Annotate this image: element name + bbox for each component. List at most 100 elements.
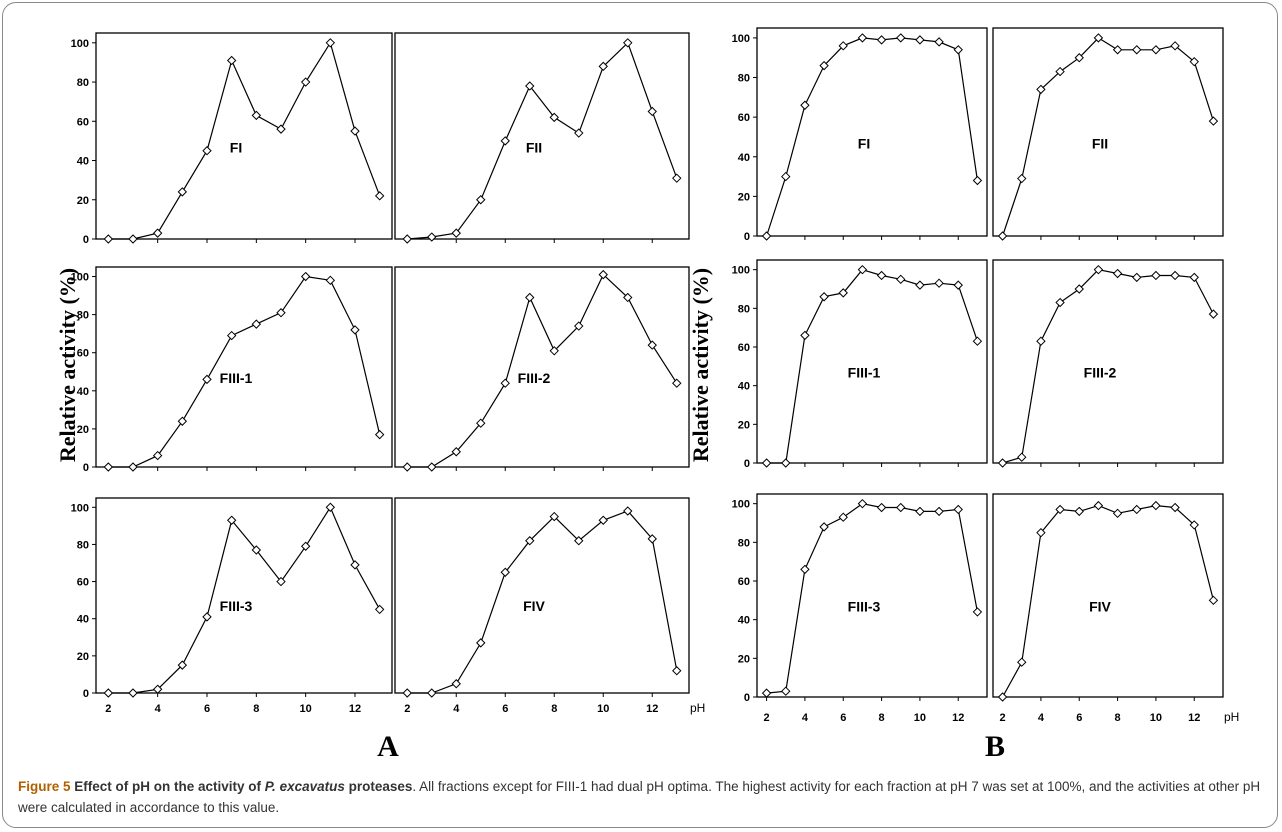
panel-title-b-fiv: FIV xyxy=(1089,599,1111,615)
data-point xyxy=(325,38,336,48)
data-point xyxy=(574,128,584,138)
data-point xyxy=(953,45,963,55)
data-point xyxy=(402,688,412,698)
panel-title-b-fi: FI xyxy=(858,136,870,152)
data-point xyxy=(1208,595,1219,606)
y-tick-label: 60 xyxy=(738,576,750,588)
data-point xyxy=(103,234,114,244)
y-tick-label: 100 xyxy=(71,502,89,514)
panel-title-b-fiii-2: FIII-2 xyxy=(1084,365,1117,381)
x-tick-label: 4 xyxy=(453,703,460,715)
x-tick-label: 6 xyxy=(502,703,508,715)
data-point xyxy=(500,378,510,388)
data-point xyxy=(1093,264,1104,275)
data-point xyxy=(1189,272,1199,283)
data-point xyxy=(1112,268,1123,279)
data-point xyxy=(251,110,262,121)
y-tick-label: 80 xyxy=(77,310,89,322)
y-axis-label-a: Relative activity (%) xyxy=(55,268,80,462)
x-tick-label: 6 xyxy=(204,703,210,715)
data-point xyxy=(300,271,311,282)
data-point xyxy=(350,560,360,570)
data-point xyxy=(427,232,437,242)
x-tick-label: 12 xyxy=(1188,712,1200,724)
data-point xyxy=(781,458,791,468)
series-line-a-fi xyxy=(108,41,381,240)
data-point xyxy=(427,688,437,698)
data-point xyxy=(1036,527,1046,538)
data-point xyxy=(325,502,336,512)
data-point xyxy=(476,195,486,205)
caption-title-species: P. excavatus xyxy=(264,779,345,794)
y-tick-label: 0 xyxy=(744,692,750,704)
x-tick-label: 2 xyxy=(764,712,770,724)
panel-title-a-fiv: FIV xyxy=(523,598,545,614)
data-point xyxy=(857,264,868,275)
y-tick-label: 80 xyxy=(738,73,750,85)
y-tick-label: 100 xyxy=(732,33,750,45)
x-tick-label: 4 xyxy=(155,703,162,715)
data-point xyxy=(226,330,237,341)
y-tick-label: 20 xyxy=(77,424,89,436)
y-tick-label: 80 xyxy=(738,537,750,549)
data-point xyxy=(1093,33,1104,43)
data-point xyxy=(1074,506,1084,517)
panel-frame-a-fiii-3 xyxy=(95,497,393,694)
y-tick-label: 0 xyxy=(83,234,89,246)
caption-label: Figure 5 xyxy=(18,779,71,794)
data-point xyxy=(876,35,887,45)
panel-title-a-fiii-2: FIII-2 xyxy=(518,370,551,386)
data-point xyxy=(202,374,212,385)
data-point xyxy=(350,126,360,136)
data-point xyxy=(202,612,212,622)
y-tick-label: 40 xyxy=(738,381,750,393)
caption-title-suffix: proteases xyxy=(344,779,413,794)
data-point xyxy=(647,340,657,350)
data-point xyxy=(997,458,1008,468)
data-point xyxy=(800,100,810,110)
y-tick-label: 100 xyxy=(732,265,750,277)
y-tick-label: 100 xyxy=(71,38,89,50)
data-point xyxy=(972,336,983,346)
series-line-b-fiv xyxy=(1002,504,1214,698)
data-point xyxy=(896,502,906,513)
y-tick-label: 20 xyxy=(77,195,89,207)
y-tick-label: 60 xyxy=(738,342,750,354)
series-line-a-fiii-1 xyxy=(108,275,381,468)
data-point xyxy=(276,308,286,318)
panel-frame-a-fiii-1 xyxy=(95,266,393,468)
x-tick-label: 8 xyxy=(253,703,259,715)
x-tick-label: 8 xyxy=(1115,712,1121,724)
panel-frame-a-fi xyxy=(95,32,393,240)
y-tick-label: 0 xyxy=(744,231,750,243)
data-point xyxy=(623,38,633,48)
data-point xyxy=(1112,508,1123,519)
y-tick-label: 40 xyxy=(738,615,750,627)
data-point xyxy=(838,288,848,298)
data-point xyxy=(761,458,772,468)
y-tick-label: 60 xyxy=(77,348,89,360)
panel-title-a-fii: FII xyxy=(526,139,542,155)
data-point xyxy=(972,607,983,617)
data-point xyxy=(896,274,906,285)
data-point xyxy=(972,175,983,186)
data-point xyxy=(1055,504,1065,515)
caption-text: . All fractions except for FIII-1 had du… xyxy=(18,779,1261,815)
data-point xyxy=(128,688,138,698)
x-tick-label: 12 xyxy=(952,712,964,724)
y-tick-label: 60 xyxy=(77,116,89,128)
data-point xyxy=(1017,173,1027,184)
data-point xyxy=(623,506,633,516)
data-point xyxy=(1074,284,1084,294)
y-tick-label: 20 xyxy=(738,191,750,203)
series-line-b-fi xyxy=(766,37,978,237)
data-point xyxy=(525,292,535,303)
y-tick-label: 40 xyxy=(738,152,750,164)
data-point xyxy=(647,106,657,117)
data-point xyxy=(1132,272,1142,283)
data-point xyxy=(500,567,510,577)
data-point xyxy=(1151,45,1161,55)
panel-frame-b-fiv xyxy=(992,493,1224,698)
data-point xyxy=(838,512,848,522)
